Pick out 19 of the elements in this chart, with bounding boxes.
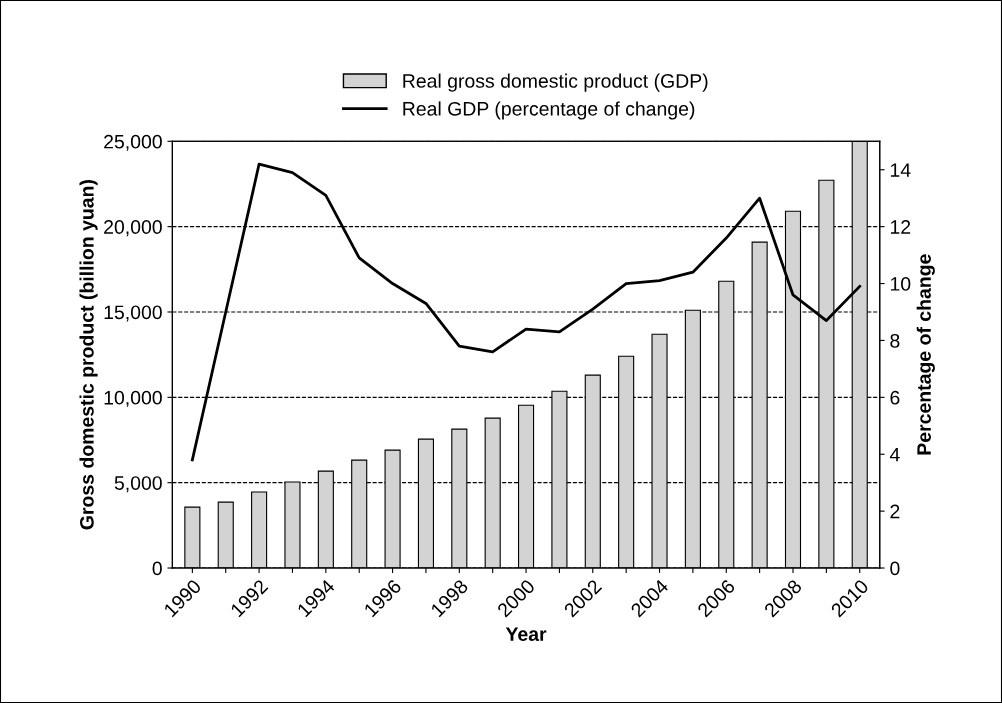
legend-label: Real gross domestic product (GDP) xyxy=(403,73,708,92)
y-axis-title: Gross domestic product (billion yuan) xyxy=(79,180,98,530)
y2-tick-label: 12 xyxy=(890,220,911,234)
y-tick-label: 5,000 xyxy=(114,476,162,493)
y-tick-label: 25,000 xyxy=(104,134,162,151)
y-tick-label: 20,000 xyxy=(104,220,162,237)
y2-tick-label: 4 xyxy=(889,447,900,462)
y2-tick-label: 0 xyxy=(890,561,900,576)
y-tick-label: 10,000 xyxy=(104,390,162,407)
legend-label: Real GDP (percentage of change) xyxy=(403,101,695,120)
x-axis-title: Year xyxy=(505,627,547,641)
y2-tick-label: 2 xyxy=(890,504,900,519)
y2-tick-label: 6 xyxy=(890,390,900,405)
y2-tick-label: 14 xyxy=(890,163,911,177)
y-tick-label: 15,000 xyxy=(104,305,162,322)
y2-tick-label: 8 xyxy=(890,333,900,348)
y2-axis-title: Percentage of change xyxy=(916,254,935,455)
y-tick-label: 0 xyxy=(152,561,162,576)
y2-tick-label: 10 xyxy=(890,277,911,291)
